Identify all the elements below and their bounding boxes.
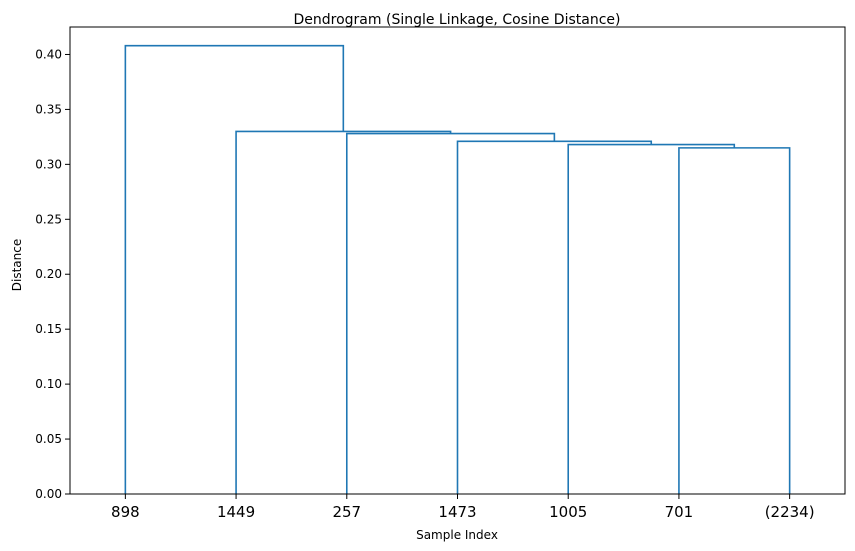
y-tick-label: 0.40 (35, 47, 62, 61)
y-tick-label: 0.35 (35, 102, 62, 116)
leaf-label: 898 (111, 503, 140, 521)
x-axis-label: Sample Index (416, 528, 498, 542)
leaf-label: 1449 (217, 503, 255, 521)
y-tick-label: 0.05 (35, 432, 62, 446)
leaf-label: (2234) (765, 503, 815, 521)
y-tick-label: 0.10 (35, 377, 62, 391)
y-tick-label: 0.25 (35, 212, 62, 226)
y-tick-label: 0.20 (35, 267, 62, 281)
chart-title: Dendrogram (Single Linkage, Cosine Dista… (294, 12, 621, 28)
dendrogram-links (124, 44, 791, 494)
y-tick-label: 0.15 (35, 322, 62, 336)
dendrogram-link-2 (456, 140, 653, 494)
y-tick-label: 0.30 (35, 157, 62, 171)
y-tick-label: 0.00 (35, 487, 62, 501)
y-axis: 0.00 0.05 0.10 0.15 0.20 0.25 0.30 0.35 0.40 (35, 47, 70, 501)
leaf-label: 701 (665, 503, 694, 521)
leaf-label: 257 (332, 503, 361, 521)
dendrogram-link-5 (124, 44, 345, 494)
dendrogram-link-4 (235, 130, 452, 494)
x-axis: 898 1449 257 1473 1005 701 (2234) (111, 494, 815, 521)
dendrogram-link-0 (678, 147, 791, 494)
dendrogram-link-1 (567, 143, 736, 494)
leaf-label: 1005 (549, 503, 587, 521)
leaf-label: 1473 (438, 503, 476, 521)
y-axis-label: Distance (10, 239, 24, 291)
dendrogram-link-3 (345, 132, 556, 494)
